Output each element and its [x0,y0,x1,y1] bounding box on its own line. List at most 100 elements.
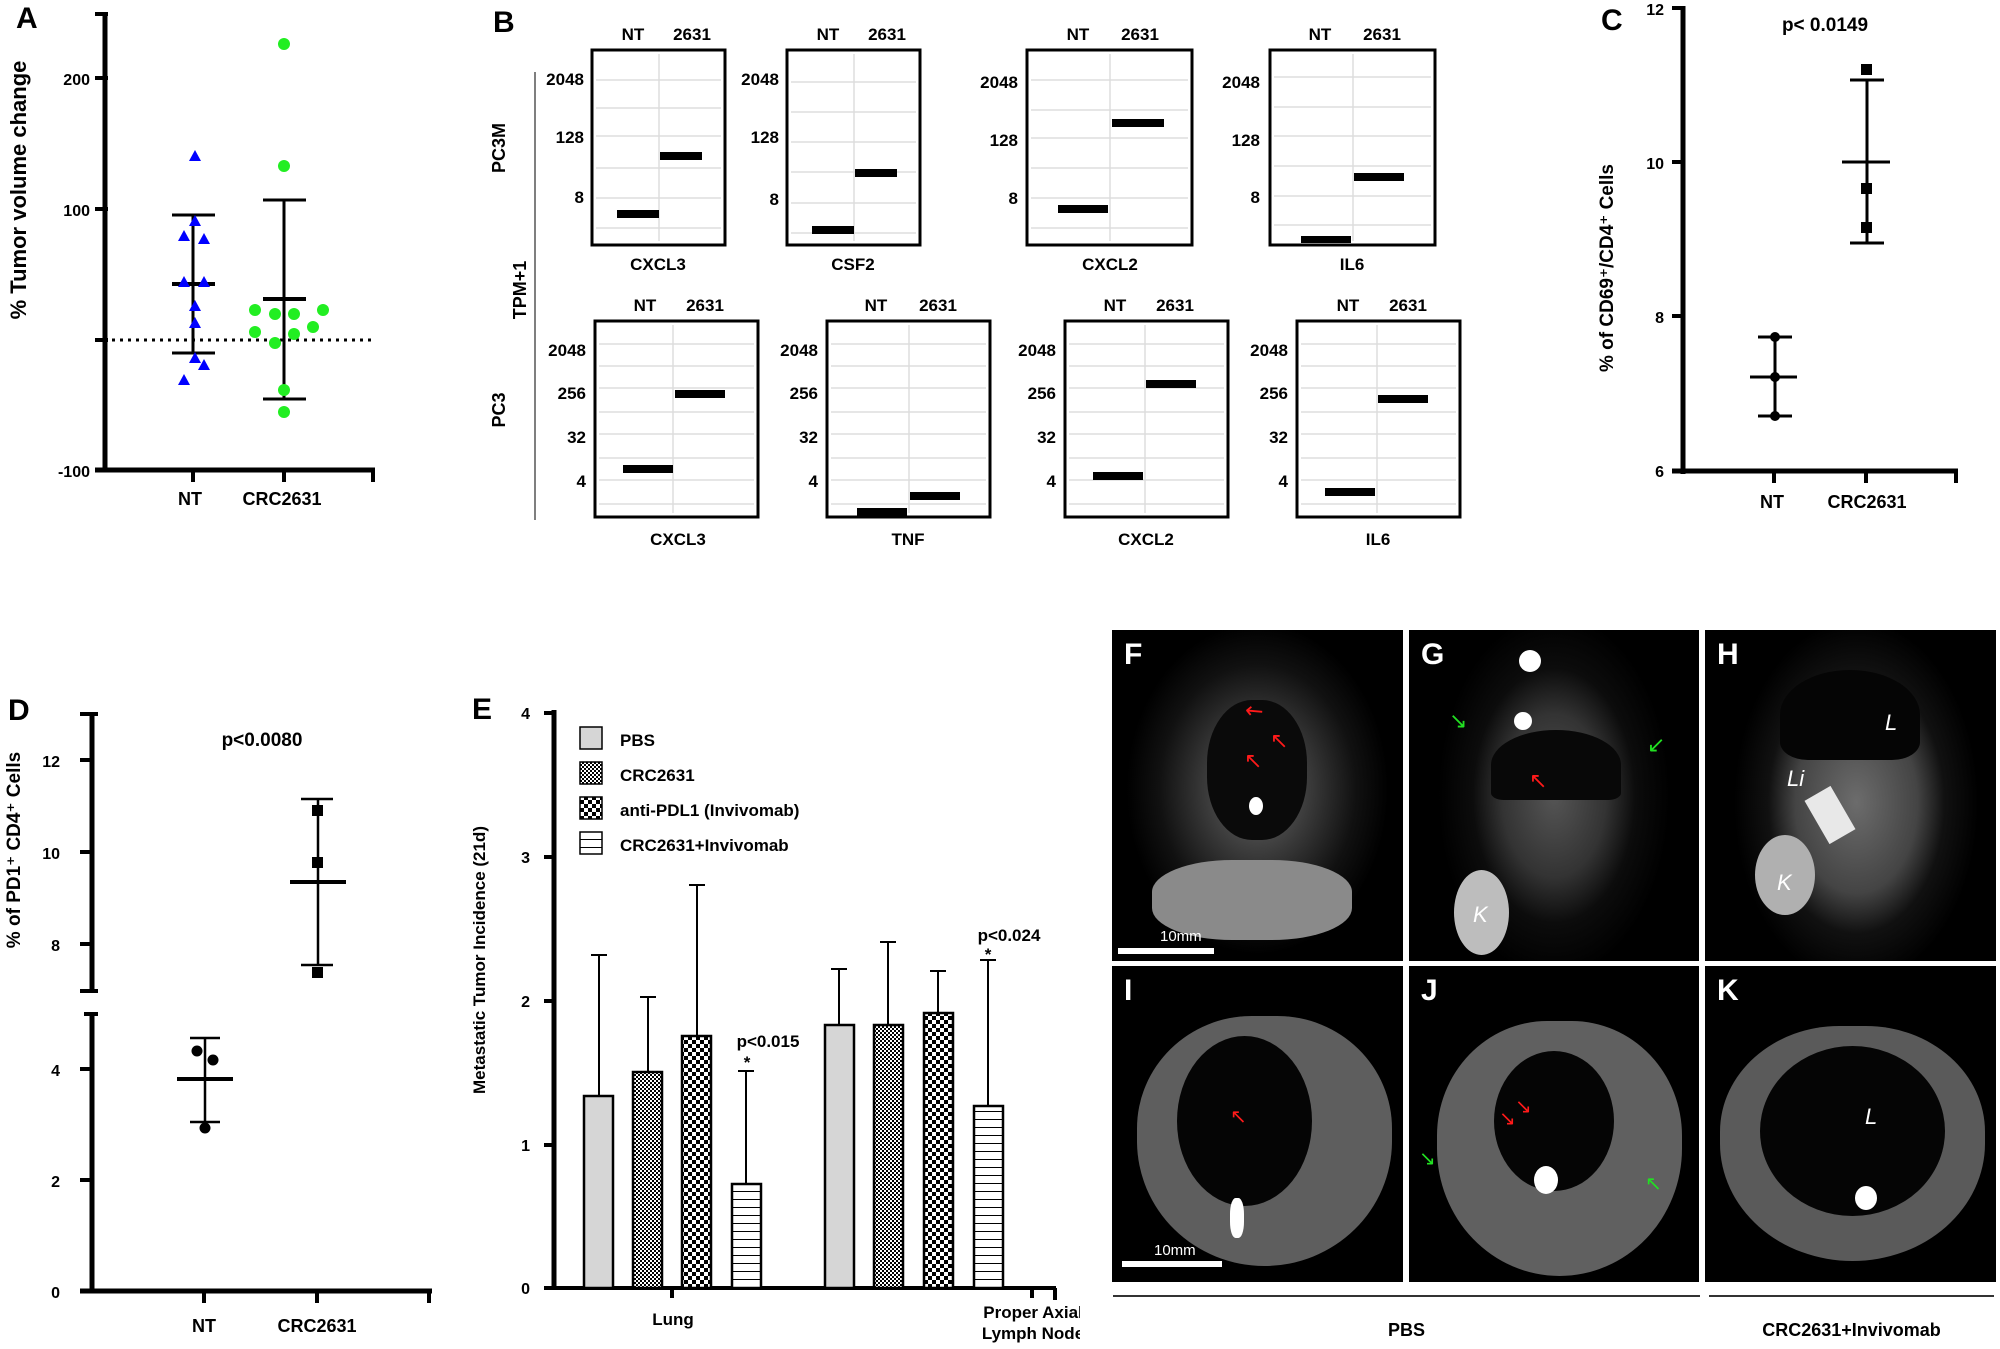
panel-e-ylabel: Metastatic Tumor Incidence (21d) [470,826,489,1094]
group-bracket-combo [1709,1295,1994,1297]
red-arrow-icon: ↘ [1515,1096,1532,1118]
panel-b-col-2631: 2631 [868,25,906,44]
panel-b-gene-label: CXCL3 [650,530,706,549]
panel-e-xlabel-lung: Lung [652,1310,694,1329]
mri-image-j: J ↘ ↘ ↘ ↖ [1409,966,1699,1282]
panel-b-row-label-pc3m: PC3M [489,123,509,173]
panel-b-gene-label: TNF [891,530,924,549]
panel-b-col-2631: 2631 [1121,25,1159,44]
panel-b-row1: NT 2631 2048 128 8 CXCL3 NT 2631 2048 12… [546,25,1437,274]
scale-bar-label: 10mm [1160,928,1202,945]
panel-b-ytick: 256 [558,384,586,403]
panel-b-ytick: 4 [1047,472,1057,491]
panel-b-gene-label: CSF2 [831,255,874,274]
legend-item: CRC2631+Invivomab [620,836,789,855]
panel-a-xlabel-crc2631: CRC2631 [242,489,321,509]
panel-e-p-lymph: p<0.024 [978,926,1041,945]
panel-b-col-2631: 2631 [1363,25,1401,44]
panel-d-xlabel-nt: NT [192,1316,216,1336]
panel-b-col-2631: 2631 [919,296,957,315]
scale-bar [1118,948,1214,954]
panel-a-crc2631-points [249,38,329,418]
panel-a-ytick: -100 [58,464,90,481]
panel-d-ytick: 0 [51,1285,60,1302]
panel-b-col-nt: NT [1309,25,1332,44]
panel-b-ytick: 2048 [548,341,586,360]
panel-c-letter: C [1601,4,1623,37]
panel-b-letter: B [493,6,515,39]
mri-image-g: G ↘ ↙ ↖ K [1409,630,1699,961]
panel-b-col-2631: 2631 [673,25,711,44]
panel-b-ytick: 256 [790,384,818,403]
panel-a-ytick: 200 [63,72,90,89]
panel-b-col-nt: NT [634,296,657,315]
panel-b-ytick: 4 [577,472,587,491]
panel-b-ytick: 128 [556,128,584,147]
panel-c-ytick: 12 [1646,2,1664,19]
panel-b-col-nt: NT [817,25,840,44]
panel-b-ytick: 128 [1232,131,1260,150]
group-bracket-pbs [1113,1295,1700,1297]
panel-b-chart: PC3M TPM+1 PC3 NT 2631 2048 128 8 CXCL3 [489,25,1462,549]
mri-f-letter: F [1124,638,1143,671]
panel-d-xlabel-crc2631: CRC2631 [277,1316,356,1336]
panel-d-chart: % of PD1⁺ CD4⁺ Cells 12 10 8 4 2 0 p<0.0… [4,712,432,1336]
panel-b-ytick: 2048 [741,70,779,89]
green-arrow-icon: ↘ [1449,708,1468,733]
panel-b-ytick: 32 [1037,428,1056,447]
mri-g-letter: G [1421,638,1445,671]
panel-d-ylabel: % of PD1⁺ CD4⁺ Cells [4,752,25,948]
panel-e-chart: Metastatic Tumor Incidence (21d) 4 3 2 1… [470,706,1080,1343]
panel-b-ytick: 4 [1279,472,1289,491]
panel-a-ytick: 100 [63,203,90,220]
panel-c-ylabel: % of CD69⁺/CD4⁺ Cells [1597,164,1618,372]
panel-e-ytick: 2 [521,994,530,1011]
panel-b-col-nt: NT [1067,25,1090,44]
panel-d-letter: D [8,694,30,727]
panel-b-col-2631: 2631 [686,296,724,315]
panel-c-pvalue: p< 0.0149 [1782,15,1868,36]
panel-b-gene-label: IL6 [1340,255,1365,274]
panel-e-ytick: 3 [521,850,530,867]
green-arrow-icon: ↙ [1647,732,1666,757]
mri-image-i: I ↖ 10mm [1112,966,1403,1282]
panel-b-ytick: 8 [575,188,584,207]
panel-b-ytick: 32 [1269,428,1288,447]
panel-b-ytick: 2048 [1018,341,1056,360]
panel-b-ytick: 8 [1251,188,1260,207]
mri-h-letter: H [1717,638,1739,671]
scale-bar [1122,1261,1222,1267]
mri-image-f: F ↖ ↖ ↖ 10mm [1112,630,1403,961]
panel-a-xlabel-nt: NT [178,489,202,509]
panel-a-letter: A [16,2,38,35]
panel-d-ytick: 2 [51,1174,60,1191]
panel-c-xlabel-nt: NT [1760,492,1784,512]
panel-b-ytick: 32 [799,428,818,447]
panel-b-ytick: 256 [1260,384,1288,403]
mri-i-letter: I [1124,974,1133,1007]
panel-c-ytick: 6 [1655,464,1664,481]
panel-d-pvalue: p<0.0080 [222,730,303,751]
panel-b-ytick: 4 [809,472,819,491]
panel-e-ytick: 1 [521,1138,530,1155]
red-arrow-icon: ↖ [1270,728,1289,753]
red-arrow-icon: ↖ [1244,748,1263,773]
panel-b-ytick: 2048 [1250,341,1288,360]
panel-b-col-2631: 2631 [1389,296,1427,315]
panel-b-gene-label: CXCL2 [1082,255,1138,274]
mri-image-h: H L Li K [1705,630,1996,961]
panel-b-ytick: 2048 [980,73,1018,92]
panel-a-ylabel: % Tumor volume change [6,61,31,320]
group-label-combo: CRC2631+Invivomab [1762,1320,1941,1340]
mri-image-k: K L [1705,966,1996,1282]
panel-b-row2: NT 2631 2048 256 32 4 CXCL3 NT 2631 2048… [548,296,1462,549]
panel-b-row-label-pc3: PC3 [489,392,509,427]
panel-e-letter: E [472,693,493,726]
panel-e-lymph-bars: p<0.024 * [823,926,1041,1290]
panel-e-lung-bars: p<0.015 * [582,884,799,1290]
legend-item: CRC2631 [620,766,695,785]
group-label-pbs: PBS [1387,1320,1425,1340]
legend-item: PBS [620,731,655,750]
panel-b-col-nt: NT [865,296,888,315]
panel-a-chart: % Tumor volume change 200 100 -100 [6,12,375,509]
